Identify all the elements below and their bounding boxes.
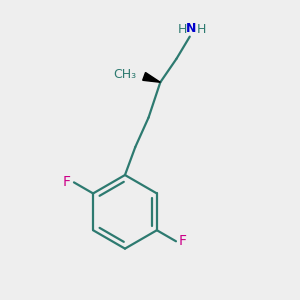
Text: H: H: [196, 23, 206, 36]
Text: H: H: [178, 23, 187, 36]
Polygon shape: [143, 73, 160, 82]
Text: F: F: [63, 176, 71, 189]
Text: F: F: [179, 234, 187, 248]
Text: CH₃: CH₃: [114, 68, 137, 81]
Text: N: N: [186, 22, 196, 35]
